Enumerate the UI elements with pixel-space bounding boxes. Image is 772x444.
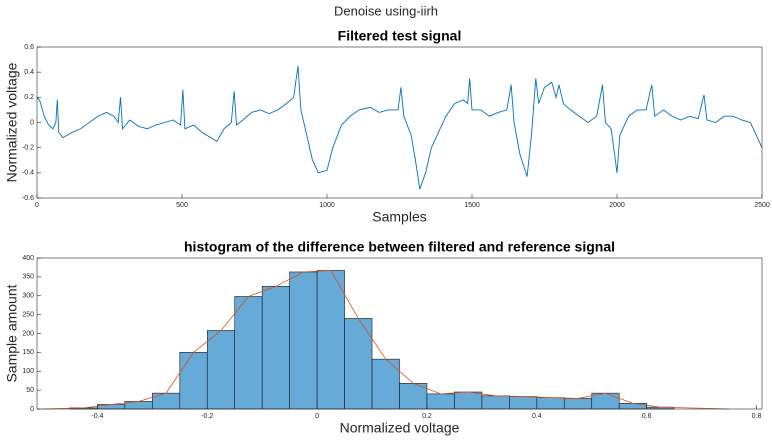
chart-title: histogram of the difference between filt… [184,239,615,255]
histogram-bar [234,296,263,410]
x-tick-label: 0 [315,413,319,420]
histogram-bar [591,392,620,410]
histogram-bar [536,397,565,410]
histogram-bar [316,270,345,410]
histogram-bar [344,318,373,410]
x-tick-label: 0.4 [532,413,542,420]
y-tick-label: -0.6 [22,195,34,202]
histogram-bar [618,403,647,410]
chart-title: Filtered test signal [338,28,462,44]
histogram-bar [454,391,483,410]
x-tick-label: 2500 [754,202,770,209]
plot-area [37,47,762,198]
histogram-bar [563,398,593,410]
x-tick-label: 0.2 [422,413,432,420]
histogram-bar [97,404,126,410]
y-tick-label: 0.2 [24,94,34,101]
x-tick-label: -0.4 [91,413,103,420]
y-tick-label: 0 [30,119,34,126]
signal-line [36,65,763,190]
x-tick-label: 1500 [464,202,480,209]
y-tick-label: 150 [22,349,34,356]
histogram-bar [261,286,290,410]
x-axis-label: Samples [372,209,426,225]
histogram-bar [509,396,538,410]
histogram-bar [371,358,400,410]
x-tick-label: 0.6 [642,413,652,420]
figure-title: Denoise using-iirh [334,3,438,18]
y-axis-label: Sample amount [4,284,20,382]
histogram-bar [152,392,181,410]
y-tick-label: -0.4 [22,170,34,177]
x-tick-label: 1000 [319,202,335,209]
y-tick-label: 0.4 [24,69,34,76]
x-axis-label: Normalized voltage [340,420,460,436]
histogram-bar [481,395,510,410]
x-tick-label: 500 [176,202,188,209]
y-tick-label: 50 [26,387,34,394]
y-tick-label: 250 [22,311,34,318]
y-tick-label: 300 [22,293,34,300]
y-tick-label: -0.2 [22,145,34,152]
histogram-bar [206,330,236,410]
histogram-bar [426,393,455,410]
y-axis-label: Normalized voltage [4,62,20,182]
y-tick-label: 0 [30,406,34,413]
x-tick-label: 2000 [609,202,625,209]
histogram-bar [179,352,208,410]
fit-line [42,270,730,410]
y-tick-label: 0.6 [24,44,34,51]
x-tick-label: -0.2 [201,413,213,420]
histogram-bar [289,271,318,410]
x-tick-label: 0 [35,202,39,209]
y-tick-label: 100 [22,368,34,375]
x-tick-label: 0.8 [752,413,762,420]
y-tick-label: 400 [22,255,34,262]
y-tick-label: 350 [22,274,34,281]
y-tick-label: 200 [22,330,34,337]
